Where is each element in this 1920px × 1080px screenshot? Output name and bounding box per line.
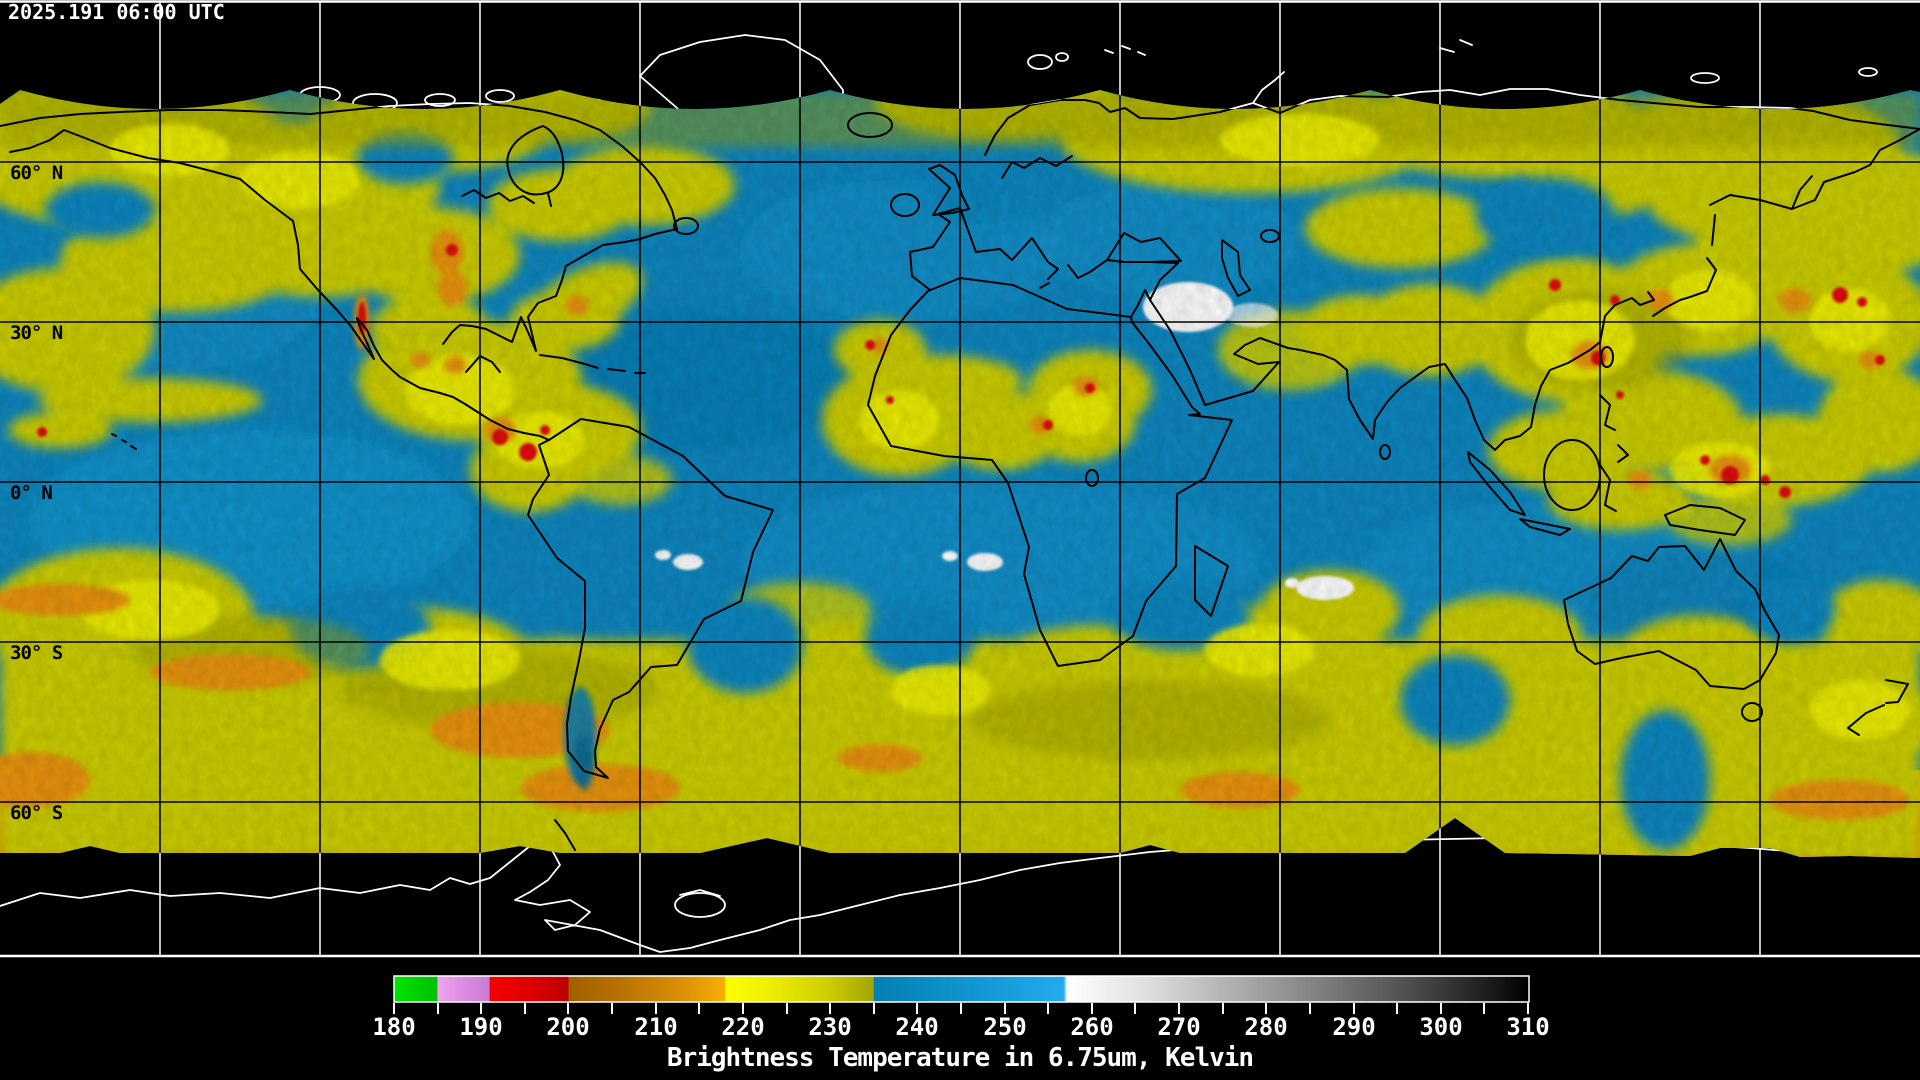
latitude-label-30n: 30° N (10, 322, 63, 344)
colorbar-label-280: 280 (1244, 1013, 1287, 1041)
colorbar-label-210: 210 (634, 1013, 677, 1041)
latitude-label-60n: 60° N (10, 162, 63, 184)
colorbar-labels: 180 190 200 210 220 230 240 250 260 270 … (372, 1013, 1549, 1041)
latitude-label-60s: 60° S (10, 802, 63, 824)
colorbar-label-290: 290 (1332, 1013, 1375, 1041)
colorbar-label-220: 220 (721, 1013, 764, 1041)
colorbar-label-250: 250 (983, 1013, 1026, 1041)
colorbar-label-230: 230 (808, 1013, 851, 1041)
latitude-label-0n: 0° N (10, 482, 52, 504)
colorbar-label-300: 300 (1419, 1013, 1462, 1041)
latitude-label-30s: 30° S (10, 642, 63, 664)
colorbar-label-310: 310 (1506, 1013, 1549, 1041)
colorbar: 180 190 200 210 220 230 240 250 260 270 … (372, 975, 1550, 1073)
colorbar-label-200: 200 (546, 1013, 589, 1041)
colorbar-gradient (393, 975, 1530, 1003)
colorbar-ticks (393, 1003, 1529, 1014)
colorbar-label-190: 190 (459, 1013, 502, 1041)
colorbar-caption: Brightness Temperature in 6.75um, Kelvin (667, 1043, 1253, 1073)
colorbar-label-260: 260 (1070, 1013, 1113, 1041)
timestamp: 2025.191 06:00 UTC (8, 0, 225, 24)
colorbar-label-270: 270 (1157, 1013, 1200, 1041)
colorbar-label-240: 240 (895, 1013, 938, 1041)
colorbar-label-180: 180 (372, 1013, 415, 1041)
